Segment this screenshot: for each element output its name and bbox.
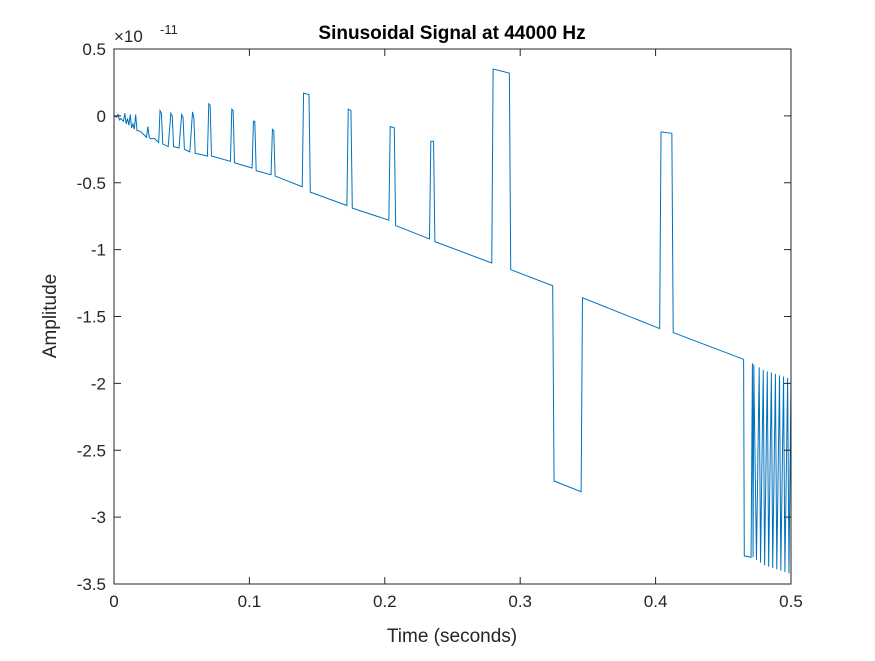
plot-lines — [113, 68, 792, 574]
y-multiplier-base: ×10 — [114, 27, 143, 46]
y-tick-label: -3 — [91, 508, 106, 527]
y-exponent: -11 — [160, 22, 178, 37]
x-tick-label: 0.4 — [644, 592, 668, 611]
axes-background — [114, 49, 791, 584]
y-tick-label: -3.5 — [77, 575, 106, 594]
y-tick-label: -2.5 — [77, 441, 106, 460]
y-tick-label: 0.5 — [82, 40, 106, 59]
x-tick-label: 0.1 — [238, 592, 262, 611]
series-line-0 — [113, 68, 792, 574]
y-tick-label: -1 — [91, 241, 106, 260]
y-tick-label: 0 — [97, 107, 106, 126]
chart-title: Sinusoidal Signal at 44000 Hz — [318, 23, 585, 44]
y-ticks: -3.5 -3 -2.5 -2 -1.5 -1 -0.5 0 0.5 — [77, 40, 791, 594]
y-exponent-label: ×10 -11 — [114, 22, 178, 46]
x-tick-label: 0.3 — [508, 592, 532, 611]
x-tick-label: 0 — [109, 592, 118, 611]
x-axis-label: Time (seconds) — [387, 626, 517, 647]
x-tick-label: 0.5 — [779, 592, 803, 611]
x-tick-label: 0.2 — [373, 592, 397, 611]
y-tick-label: -2 — [91, 374, 106, 393]
x-ticks: 0 0.1 0.2 0.3 0.4 0.5 — [109, 49, 803, 611]
y-tick-label: -0.5 — [77, 174, 106, 193]
y-axis-label: Amplitude — [40, 274, 61, 359]
y-tick-label: -1.5 — [77, 308, 106, 327]
